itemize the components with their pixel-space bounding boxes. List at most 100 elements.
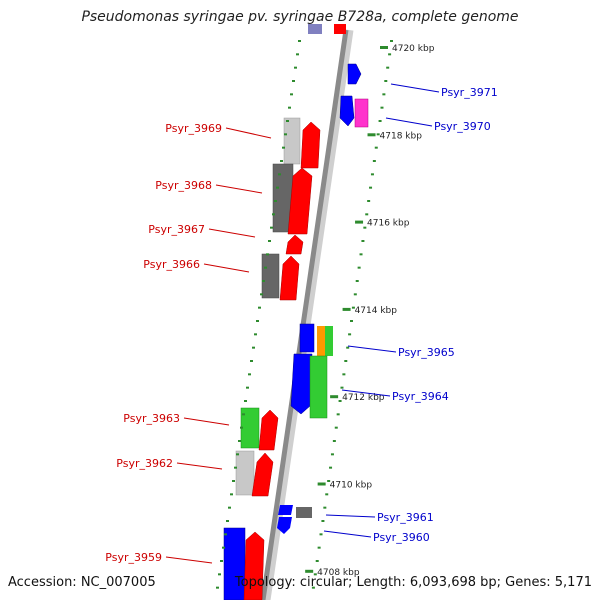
kbp-tick-mark bbox=[305, 569, 314, 573]
scale-dot bbox=[369, 186, 373, 189]
gene-leader-line bbox=[341, 389, 391, 397]
scale-dot bbox=[338, 400, 342, 402]
scale-dot bbox=[236, 453, 239, 456]
scale-dot bbox=[359, 253, 363, 256]
gene-label-right[interactable]: Psyr_3965 bbox=[398, 346, 455, 359]
gene-label-right[interactable]: Psyr_3971 bbox=[441, 86, 498, 99]
scale-dot bbox=[363, 226, 367, 229]
gene-leader-line bbox=[176, 462, 223, 470]
scale-dot bbox=[319, 533, 323, 536]
gene-label-right[interactable]: Psyr_3961 bbox=[377, 511, 434, 524]
kbp-tick-label: 4720 kbp bbox=[392, 44, 435, 54]
scale-dot bbox=[388, 53, 392, 56]
scale-dot bbox=[232, 480, 235, 482]
gene-leader-line bbox=[347, 345, 397, 353]
scale-dot bbox=[321, 520, 325, 522]
gene-leader-line bbox=[203, 263, 250, 273]
scale-dot bbox=[329, 466, 333, 469]
gene-psyr3969-gray bbox=[283, 117, 301, 165]
kbp-tick-mark bbox=[380, 46, 388, 49]
scale-dot bbox=[290, 93, 293, 96]
kbp-tick-label: 4714 kbp bbox=[355, 306, 398, 316]
scale-dot bbox=[374, 146, 378, 149]
kbp-tick-label: 4716 kbp bbox=[367, 219, 410, 229]
scale-dot bbox=[346, 346, 350, 349]
gene-label-left[interactable]: Psyr_3967 bbox=[148, 223, 205, 236]
gene-label-left[interactable]: Psyr_3963 bbox=[123, 412, 180, 425]
gene-leader-line bbox=[385, 117, 433, 127]
scale-dot bbox=[294, 66, 297, 69]
scale-dot bbox=[296, 53, 299, 56]
scale-dot bbox=[336, 413, 340, 416]
kbp-tick-mark bbox=[367, 133, 376, 137]
gene-leader-line bbox=[165, 556, 213, 564]
gene-label-right[interactable]: Psyr_3970 bbox=[434, 120, 491, 133]
backbone bbox=[260, 29, 349, 600]
gene-leader-line bbox=[225, 127, 272, 139]
gene-label-right[interactable]: Psyr_3964 bbox=[392, 390, 449, 403]
gene-leader-line bbox=[323, 530, 372, 538]
scale-dot bbox=[327, 480, 331, 482]
gene-label-left[interactable]: Psyr_3959 bbox=[105, 551, 162, 564]
gene-psyr3961-blue bbox=[278, 505, 293, 515]
kbp-tick-mark bbox=[342, 307, 351, 311]
scale-dot bbox=[330, 453, 334, 456]
gene-psyr3966-gray bbox=[261, 253, 280, 299]
scale-dot bbox=[274, 200, 277, 202]
gene-psyr3964-blue bbox=[290, 353, 313, 415]
scale-dot bbox=[250, 360, 253, 362]
scale-dot bbox=[298, 40, 301, 42]
scale-dot bbox=[361, 240, 365, 242]
scale-dot bbox=[264, 266, 267, 269]
kbp-tick-label: 4710 kbp bbox=[330, 481, 373, 491]
scale-dot bbox=[332, 440, 336, 442]
right-dotted-scale bbox=[311, 40, 393, 589]
map-title: Pseudomonas syringae pv. syringae B728a,… bbox=[81, 9, 519, 25]
scale-dot bbox=[218, 573, 221, 576]
scale-dot bbox=[288, 106, 291, 109]
scale-dot bbox=[344, 360, 348, 362]
gene-label-left[interactable]: Psyr_3969 bbox=[165, 122, 222, 135]
scale-dot bbox=[315, 560, 319, 562]
scale-dot bbox=[260, 293, 263, 296]
scale-dot bbox=[342, 373, 346, 376]
gene-psyr3965-blue bbox=[299, 323, 315, 353]
kbp-tick-label: 4708 kbp bbox=[317, 568, 360, 578]
gene-label-left[interactable]: Psyr_3966 bbox=[143, 258, 200, 271]
scale-dot bbox=[367, 200, 371, 202]
scale-dot bbox=[390, 40, 393, 42]
scale-dot bbox=[226, 520, 229, 522]
gene-labels: Psyr_3969 Psyr_3968 Psyr_3967 Psyr_3966 Psyr… bbox=[105, 83, 498, 564]
gene-psyr3961-gray bbox=[296, 507, 312, 518]
scale-dot bbox=[325, 493, 329, 496]
gene-leader-line bbox=[215, 184, 263, 194]
gene-label-left[interactable]: Psyr_3962 bbox=[116, 457, 173, 470]
scale-dot bbox=[370, 173, 374, 176]
scale-dot bbox=[278, 173, 281, 176]
scale-dot bbox=[348, 333, 352, 336]
backbone-shadow bbox=[261, 29, 354, 600]
scale-dot bbox=[268, 240, 271, 242]
gene-leader-line bbox=[208, 228, 256, 238]
kbp-tick-mark bbox=[330, 395, 339, 399]
scale-dot bbox=[222, 546, 225, 549]
scale-dot bbox=[266, 253, 269, 256]
scale-dot bbox=[353, 293, 357, 296]
scale-dot bbox=[246, 386, 249, 389]
scale-dot bbox=[323, 506, 327, 509]
gene-psyr3960-blue bbox=[277, 517, 292, 534]
gene-psyr3968-red bbox=[287, 167, 313, 235]
feature-top-slate bbox=[308, 24, 322, 34]
gene-label-left[interactable]: Psyr_3968 bbox=[155, 179, 212, 192]
scale-dot bbox=[380, 106, 384, 109]
scale-dot bbox=[355, 280, 359, 282]
scale-dot bbox=[365, 213, 369, 216]
gene-psyr3965-orange bbox=[317, 326, 325, 356]
scale-dot bbox=[216, 586, 219, 589]
gene-label-right[interactable]: Psyr_3960 bbox=[373, 531, 430, 544]
scale-dot bbox=[234, 466, 237, 469]
kbp-tick-labels: 4720 kbp 4718 kbp 4716 kbp 4714 kbp 4712 kbp… bbox=[305, 44, 435, 578]
scale-dot bbox=[286, 120, 289, 122]
scale-dot bbox=[224, 533, 227, 536]
